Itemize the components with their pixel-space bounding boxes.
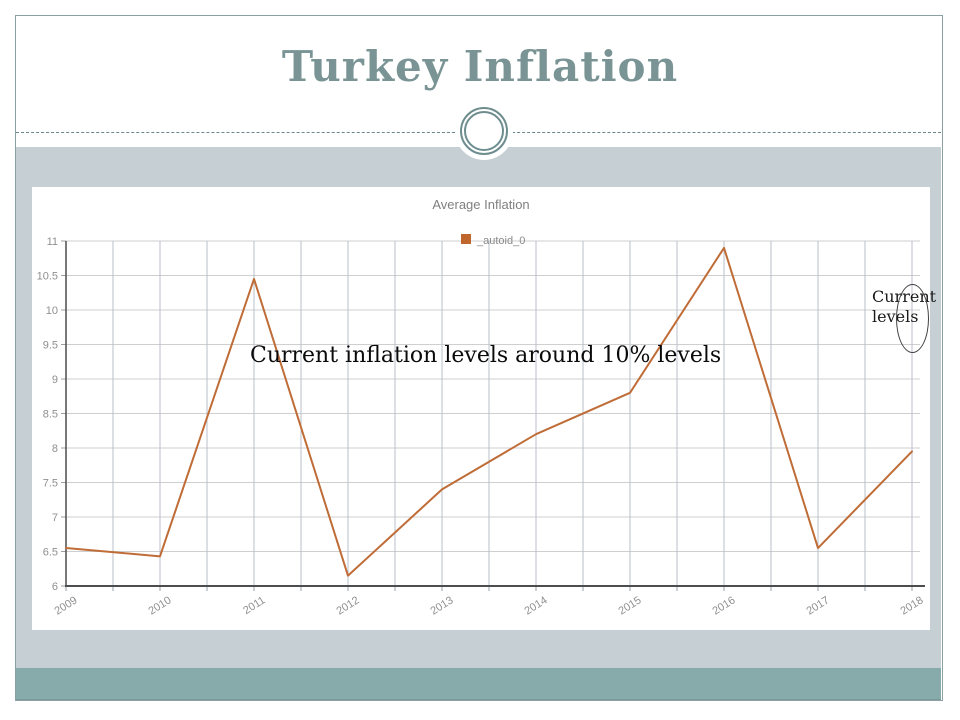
average-inflation-line-chart: 6 6.5 7 7.5 8 8.5 9 9.5 10 10.5 11 2009 2010 2011 2012…	[37, 197, 926, 618]
x-tick-label: 2010	[146, 594, 173, 617]
y-tick-label: 6	[52, 581, 58, 593]
y-tick-label: 9	[52, 374, 58, 386]
footer-band	[16, 668, 941, 700]
y-tick-label: 11	[47, 236, 58, 248]
y-tick-label: 6.5	[43, 547, 58, 559]
y-tick-label: 9.5	[43, 340, 58, 352]
x-tick-label: 2016	[710, 594, 737, 617]
y-tick-label: 8.5	[43, 409, 58, 421]
slide-frame	[15, 15, 943, 701]
x-tick-label: 2013	[428, 594, 455, 617]
x-tick-label: 2009	[52, 594, 79, 617]
callout-ellipse	[896, 284, 929, 353]
circle-ornament	[455, 102, 513, 160]
slide-title: Turkey Inflation	[281, 42, 679, 91]
legend-swatch	[461, 234, 471, 244]
ornament-outer-ring	[460, 107, 508, 155]
x-tick-label: 2017	[804, 594, 831, 617]
x-tick-label: 2018	[898, 594, 925, 617]
y-tick-label: 8	[52, 443, 58, 455]
y-tick-label: 7.5	[43, 478, 58, 490]
legend-label: _autoid_0	[476, 235, 525, 247]
y-tick-label: 10.5	[37, 271, 58, 283]
x-tick-label: 2011	[241, 594, 267, 617]
x-tick-label: 2015	[616, 594, 643, 617]
chart-title: Average Inflation	[432, 197, 529, 212]
series-line	[65, 246, 913, 577]
x-tick-label: 2012	[334, 594, 361, 617]
ornament-inner-ring	[464, 111, 504, 151]
x-tick-label: 2014	[522, 594, 549, 617]
chart-annotation-text: Current inflation levels around 10% leve…	[250, 343, 722, 368]
chart-panel: 6 6.5 7 7.5 8 8.5 9 9.5 10 10.5 11 2009 2010 2011 2012…	[32, 187, 936, 630]
y-tick-label: 10	[46, 305, 58, 317]
y-tick-label: 7	[52, 512, 58, 524]
